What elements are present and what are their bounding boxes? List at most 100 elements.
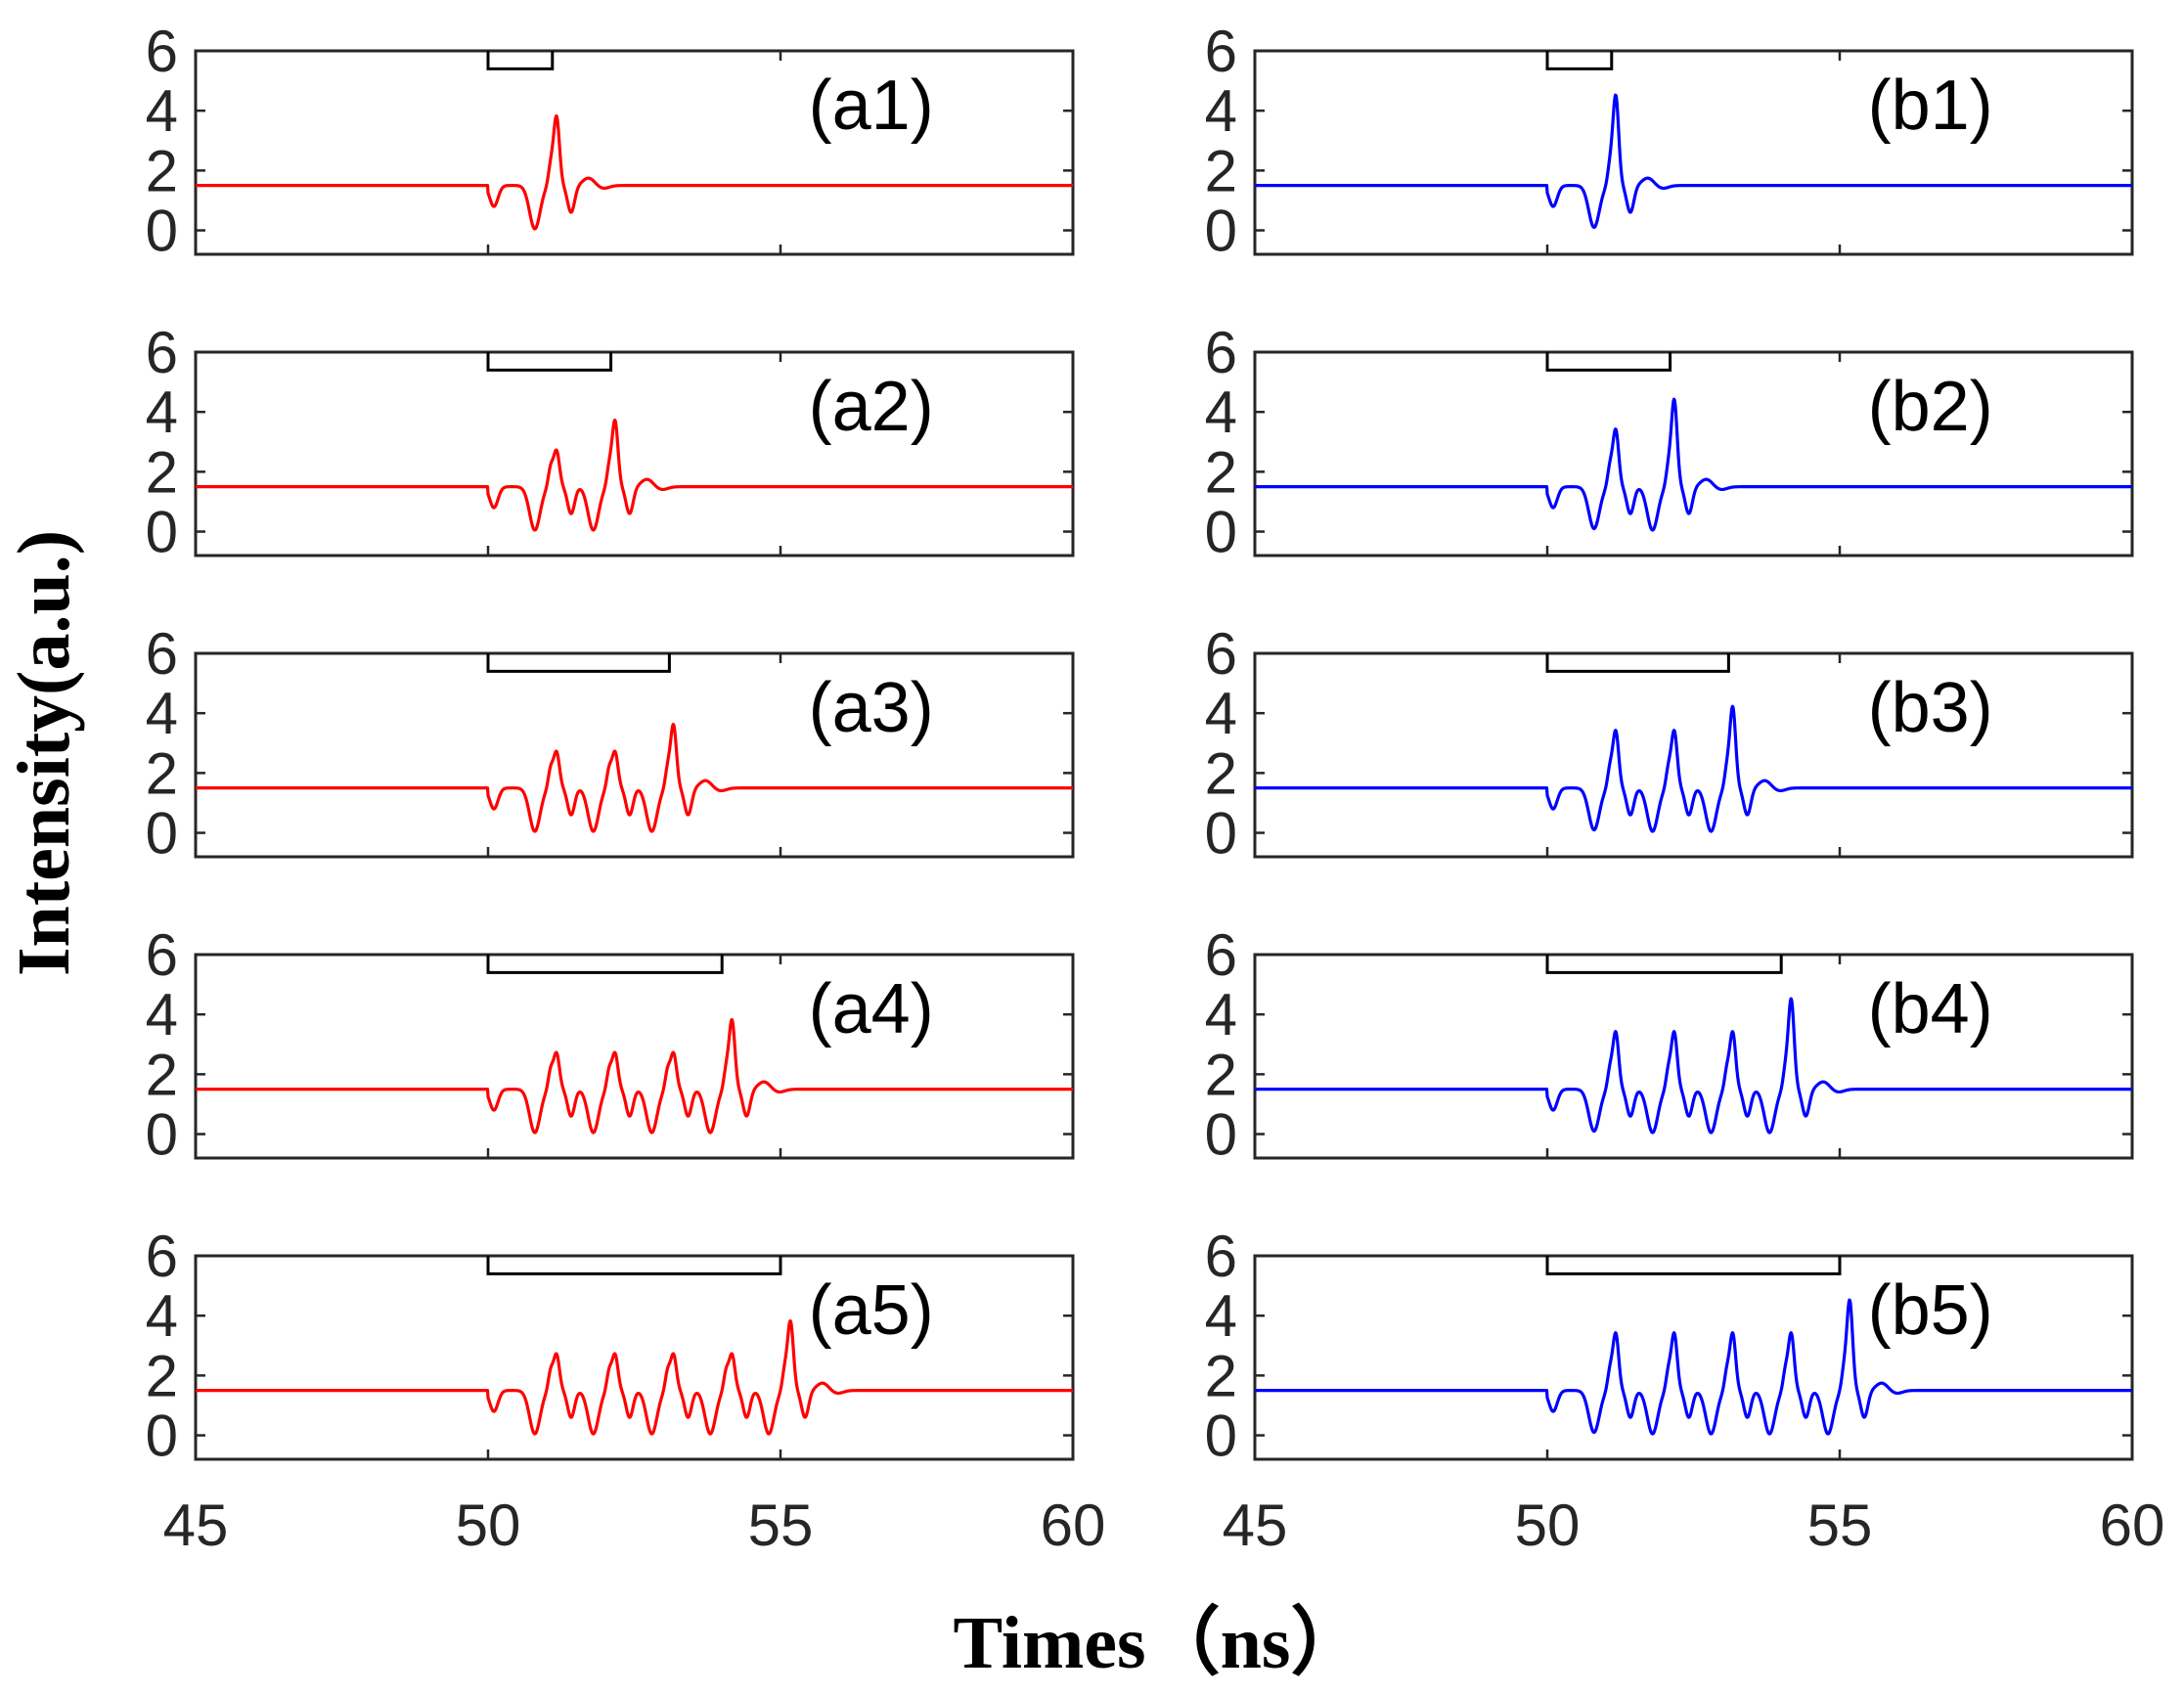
y-tick-label: 2 <box>146 138 178 203</box>
plot-frame <box>1253 1254 2134 1461</box>
y-tick-label: 4 <box>146 681 178 746</box>
y-tick-label: 2 <box>1205 740 1237 806</box>
y-tick-label: 2 <box>146 1042 178 1107</box>
x-tick-label: 55 <box>748 1493 814 1558</box>
series-line-b2 <box>1253 397 2134 532</box>
y-tick-label: 0 <box>1205 801 1237 867</box>
injection-window-bracket <box>1545 653 1730 673</box>
panel-label-b5: (b5) <box>1868 1271 1993 1350</box>
panel-label-a3: (a3) <box>809 669 934 747</box>
y-tick-label: 0 <box>146 500 178 565</box>
x-tick-label: 60 <box>1041 1493 1106 1558</box>
series-line-a4 <box>194 1017 1075 1135</box>
panel-label-a1: (a1) <box>809 67 934 145</box>
x-tick-label: 60 <box>2100 1493 2165 1558</box>
y-tick-label: 2 <box>1205 138 1237 203</box>
injection-window-bracket <box>486 653 671 673</box>
series-line-a2 <box>194 418 1075 532</box>
panel-label-a5: (a5) <box>809 1271 934 1350</box>
y-tick-label: 4 <box>1205 1283 1237 1349</box>
y-tick-label: 0 <box>1205 500 1237 565</box>
series-line-b3 <box>1253 704 2134 833</box>
series-line-a5 <box>194 1318 1075 1436</box>
y-tick-label: 0 <box>146 1404 178 1469</box>
y-tick-label: 4 <box>146 379 178 445</box>
y-tick-label: 0 <box>146 801 178 867</box>
injection-window-bracket <box>486 955 724 974</box>
x-tick-label: 45 <box>1223 1493 1288 1558</box>
panel-label-a4: (a4) <box>809 970 934 1048</box>
series-line-b1 <box>1253 93 2134 230</box>
y-tick-label: 4 <box>146 982 178 1048</box>
y-tick-label: 6 <box>1205 320 1237 385</box>
plot-frame <box>1253 350 2134 557</box>
y-tick-label: 4 <box>146 1283 178 1349</box>
panel-label-b1: (b1) <box>1868 67 1993 145</box>
x-tick-label: 45 <box>163 1493 229 1558</box>
x-tick-label: 50 <box>456 1493 521 1558</box>
injection-window-bracket <box>1545 1256 1842 1275</box>
panel-label-a2: (a2) <box>809 368 934 446</box>
y-tick-label: 2 <box>146 1343 178 1408</box>
y-tick-label: 6 <box>146 19 178 84</box>
injection-window-bracket <box>1545 352 1672 372</box>
y-tick-label: 2 <box>1205 439 1237 505</box>
y-tick-label: 6 <box>146 1224 178 1289</box>
y-tick-label: 6 <box>1205 1224 1237 1289</box>
series-line-a3 <box>194 722 1075 833</box>
y-axis-title: Intensity(a.u.) <box>3 530 85 976</box>
y-tick-label: 6 <box>1205 922 1237 988</box>
injection-window-bracket <box>486 51 555 70</box>
y-tick-label: 6 <box>146 320 178 385</box>
plot-frame <box>194 651 1075 859</box>
series-line-a1 <box>194 113 1075 231</box>
series-line-b5 <box>1253 1298 2134 1436</box>
y-tick-label: 4 <box>1205 982 1237 1048</box>
y-tick-label: 4 <box>1205 78 1237 144</box>
y-tick-label: 4 <box>1205 681 1237 746</box>
panel-label-b2: (b2) <box>1868 368 1993 446</box>
injection-window-bracket <box>1545 51 1614 70</box>
plot-frame <box>1253 49 2134 256</box>
y-tick-label: 2 <box>146 740 178 806</box>
plot-frame <box>194 49 1075 256</box>
y-tick-label: 4 <box>146 78 178 144</box>
y-tick-label: 0 <box>146 199 178 264</box>
y-tick-label: 6 <box>146 922 178 988</box>
panel-label-b3: (b3) <box>1868 669 1993 747</box>
y-tick-label: 0 <box>1205 1102 1237 1168</box>
y-tick-label: 2 <box>146 439 178 505</box>
x-tick-label: 50 <box>1515 1493 1581 1558</box>
panels-group: 0246(a1)0246(a2)0246(a3)0246(a4)0246(a5)… <box>146 19 2134 1469</box>
y-tick-label: 0 <box>146 1102 178 1168</box>
x-axis-title: Times（ns） <box>954 1602 1365 1684</box>
plot-frame <box>194 1254 1075 1461</box>
y-tick-label: 2 <box>1205 1343 1237 1408</box>
y-tick-label: 0 <box>1205 199 1237 264</box>
y-tick-label: 2 <box>1205 1042 1237 1107</box>
y-tick-label: 6 <box>146 621 178 687</box>
injection-window-bracket <box>486 352 613 372</box>
y-tick-label: 6 <box>1205 621 1237 687</box>
x-tick-label: 55 <box>1807 1493 1873 1558</box>
y-tick-label: 0 <box>1205 1404 1237 1469</box>
y-tick-label: 6 <box>1205 19 1237 84</box>
plot-frame <box>1253 953 2134 1160</box>
injection-window-bracket <box>1545 955 1783 974</box>
plot-frame <box>194 350 1075 557</box>
series-line-b4 <box>1253 997 2134 1135</box>
plot-frame <box>1253 651 2134 859</box>
panel-label-b4: (b4) <box>1868 970 1993 1048</box>
x-tick-labels: 45 50 55 60 45 50 55 60 <box>163 1493 2165 1558</box>
